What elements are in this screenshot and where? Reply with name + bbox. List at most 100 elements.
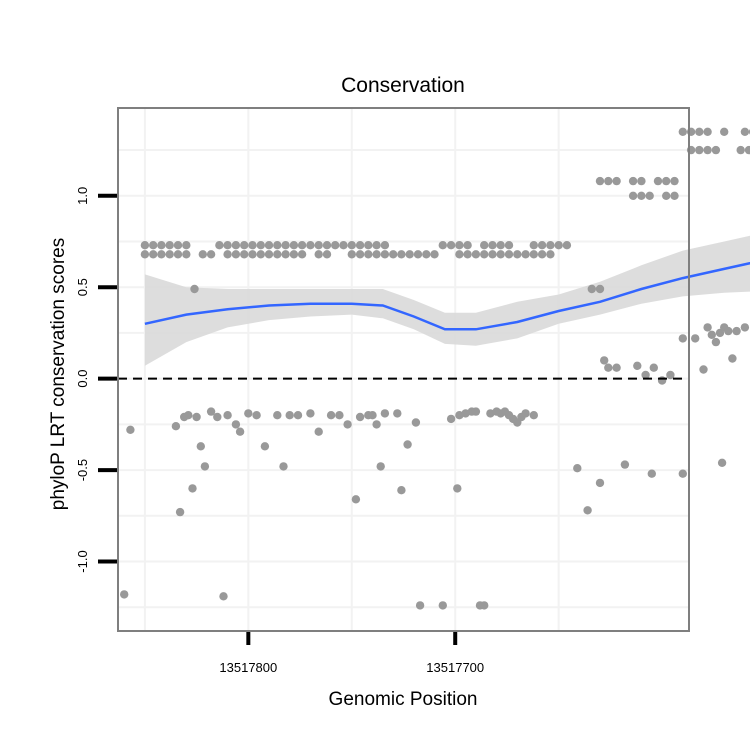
data-point [703,127,712,136]
data-point [455,250,464,259]
data-point [662,191,671,200]
data-point [273,241,282,250]
data-point [256,250,265,259]
data-point [322,241,332,250]
gridlines [118,108,689,631]
data-point [339,241,348,250]
data-point [397,250,406,259]
confidence-ribbon [144,235,750,366]
data-point [446,241,456,250]
data-point [488,241,497,250]
x-tick-label: 13517800 [219,660,277,675]
data-point [256,241,265,250]
data-point [231,241,241,250]
data-point [736,145,745,155]
y-tick-label: -0.5 [75,459,90,481]
data-point [380,250,390,259]
data-point [260,442,270,451]
data-point [453,484,462,493]
data-point [252,411,261,420]
data-point [279,462,288,471]
data-point [649,363,658,372]
data-point [463,250,472,259]
data-point [480,241,489,250]
data-point [368,411,377,420]
data-point [331,241,340,250]
data-point [471,250,481,259]
data-point [182,250,191,259]
data-point [695,145,704,155]
data-point [554,241,563,250]
data-point [380,409,390,418]
data-point [355,412,365,422]
data-point [657,376,667,385]
data-point [347,241,356,250]
data-point [405,250,414,259]
data-point [529,241,538,250]
y-tick-label: 0.0 [75,370,90,388]
data-point [691,334,700,343]
data-point [711,337,721,347]
data-point [562,241,572,250]
data-point [273,250,282,259]
data-point [455,241,464,250]
data-point [297,250,307,259]
chart-title: Conservation [341,74,465,97]
data-point [521,250,530,259]
data-point [240,241,249,250]
data-point [653,176,663,186]
data-point [537,241,547,250]
data-point [149,241,158,250]
data-point [306,241,315,250]
y-tick-label: 1.0 [75,187,90,205]
y-axis: -1.0 -0.5 0.0 0.5 1.0 [75,187,118,573]
x-tick-label: 13517700 [426,660,484,675]
y-axis-label: phyloP LRT conservation scores [48,238,69,511]
data-point [711,145,721,155]
data-point [351,495,361,504]
data-point [322,250,332,259]
data-point [707,330,716,339]
y-tick-label: -1.0 [75,550,90,572]
data-point [149,250,158,259]
data-point [165,250,174,259]
data-point [281,250,290,259]
data-point [604,363,613,372]
data-point [364,241,373,250]
data-point [637,191,646,200]
data-point [504,241,514,250]
data-point [628,176,638,186]
data-point [165,241,174,250]
data-point [612,176,621,186]
data-point [198,250,207,259]
data-point [446,414,456,424]
data-point [724,326,733,336]
data-point [192,412,201,422]
data-point [513,250,522,259]
data-point [314,250,323,259]
x-axis-label: Genomic Position [329,689,478,710]
data-point [219,592,228,601]
data-point [347,250,356,259]
plot-panel-border [117,107,690,632]
data-point [620,460,630,469]
data-point [231,250,241,259]
data-point [415,601,425,610]
data-point [430,250,439,259]
data-point [126,425,135,434]
data-point [213,412,222,422]
data-point [355,241,365,250]
data-point [678,334,687,343]
data-point [171,422,181,431]
data-point [666,370,675,380]
data-point [678,469,687,478]
data-point [480,250,489,259]
data-point [662,176,671,186]
data-point [157,250,166,259]
data-point [645,191,654,200]
data-point [372,250,381,259]
data-point [206,407,216,416]
smooth-curve [144,261,750,331]
data-point [521,409,530,418]
data-point [600,356,609,365]
